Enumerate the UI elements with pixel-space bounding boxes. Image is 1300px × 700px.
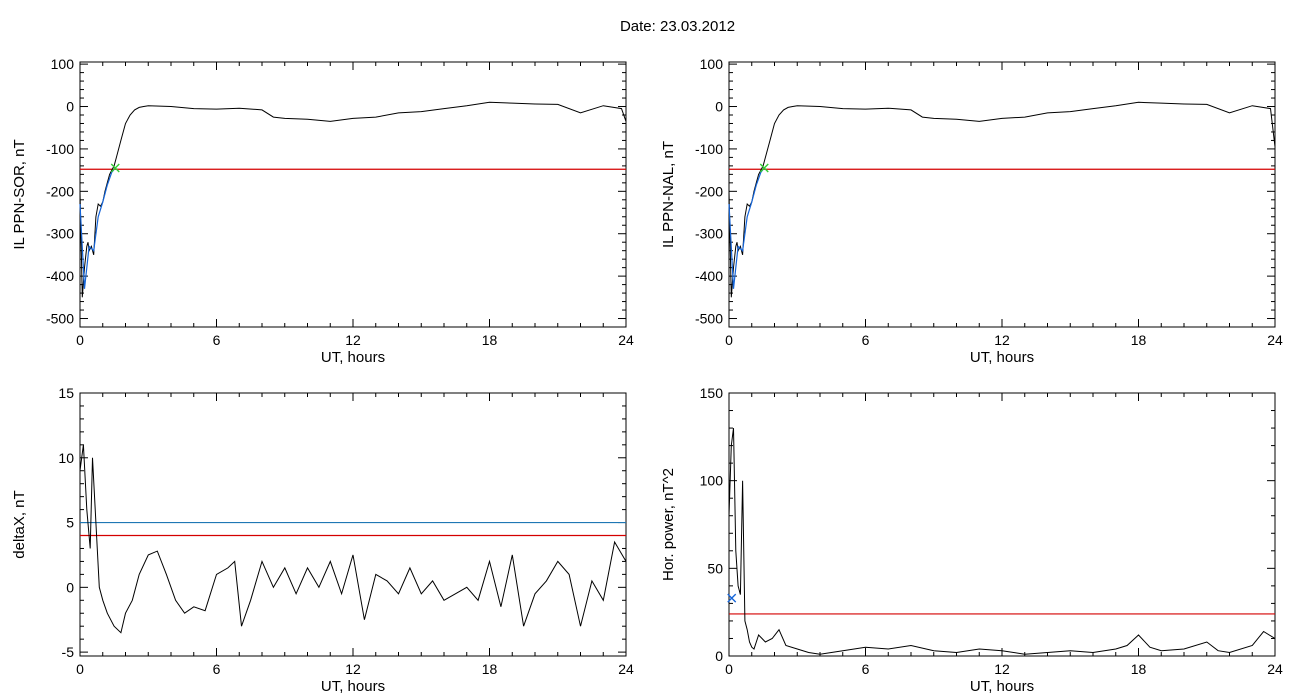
x-tick-label: 18 bbox=[482, 661, 498, 677]
y-tick-label: 0 bbox=[715, 99, 723, 115]
x-tick-label: 12 bbox=[345, 332, 361, 348]
y-tick-label: 0 bbox=[66, 579, 74, 595]
y-tick-label: -100 bbox=[695, 141, 723, 157]
x-tick-label: 0 bbox=[725, 661, 733, 677]
x-tick-label: 18 bbox=[1131, 332, 1147, 348]
y-tick-label: -100 bbox=[46, 141, 74, 157]
y-axis-label: Hor. power, nT^2 bbox=[660, 468, 677, 581]
series-line bbox=[79, 101, 627, 298]
x-tick-label: 12 bbox=[345, 661, 361, 677]
panel-hor-power: 0 6 12 18 24 150 100 50 0 UT, hours Hor. power, nT… bbox=[660, 385, 1283, 695]
x-axis-label: UT, hours bbox=[321, 349, 385, 366]
y-tick-label: 0 bbox=[66, 99, 74, 115]
x-tick-label: 0 bbox=[76, 332, 84, 348]
x-tick-label: 18 bbox=[482, 332, 498, 348]
x-tick-label: 18 bbox=[1131, 661, 1147, 677]
y-tick-label: -300 bbox=[46, 226, 74, 242]
y-tick-label: -200 bbox=[46, 183, 74, 199]
x-tick-label: 12 bbox=[994, 661, 1010, 677]
y-tick-label: -500 bbox=[695, 311, 723, 327]
y-tick-label: -300 bbox=[695, 226, 723, 242]
crossing-marker bbox=[727, 593, 737, 603]
y-tick-label: -400 bbox=[695, 268, 723, 284]
highlight-segment bbox=[728, 167, 765, 289]
crossing-marker bbox=[110, 163, 120, 173]
series-line bbox=[728, 428, 1276, 655]
y-tick-label: 100 bbox=[51, 56, 75, 72]
y-axis-label: deltaX, nT bbox=[11, 490, 28, 558]
x-tick-label: 6 bbox=[213, 332, 221, 348]
marker-stroke bbox=[110, 163, 120, 173]
x-tick-label: 0 bbox=[76, 661, 84, 677]
plot-frame bbox=[728, 61, 1276, 328]
highlight-segment bbox=[79, 167, 116, 289]
x-tick-label: 24 bbox=[1267, 661, 1283, 677]
y-tick-label: -5 bbox=[62, 644, 75, 660]
x-tick-label: 24 bbox=[1267, 332, 1283, 348]
x-axis-label: UT, hours bbox=[970, 349, 1034, 366]
x-tick-label: 6 bbox=[862, 332, 870, 348]
y-tick-label: 100 bbox=[700, 56, 724, 72]
y-tick-label: 5 bbox=[66, 515, 74, 531]
x-tick-label: 24 bbox=[618, 661, 634, 677]
series-line bbox=[728, 101, 1276, 298]
plot-frame bbox=[79, 392, 627, 657]
plot-frame bbox=[728, 392, 1276, 657]
x-tick-label: 6 bbox=[213, 661, 221, 677]
y-tick-label: -200 bbox=[695, 183, 723, 199]
x-tick-label: 6 bbox=[862, 661, 870, 677]
y-tick-label: 50 bbox=[707, 560, 723, 576]
y-tick-label: 15 bbox=[58, 385, 74, 401]
crossing-marker bbox=[759, 163, 769, 173]
x-axis-label: UT, hours bbox=[970, 678, 1034, 695]
panel-il-ppn-sor: 0 6 12 18 24 100 0 -100 -200 -300 -400 -500 UT, hour… bbox=[11, 56, 634, 366]
plot-frame bbox=[79, 61, 627, 328]
y-tick-label: 150 bbox=[700, 385, 724, 401]
x-axis-label: UT, hours bbox=[321, 678, 385, 695]
marker-stroke bbox=[759, 163, 769, 173]
y-tick-label: -500 bbox=[46, 311, 74, 327]
y-tick-label: 10 bbox=[58, 450, 74, 466]
panel-il-ppn-nal: 0 6 12 18 24 100 0 -100 -200 -300 -400 -500 UT, hour… bbox=[660, 56, 1283, 366]
x-tick-label: 24 bbox=[618, 332, 634, 348]
figure-date-title: Date: 23.03.2012 bbox=[619, 18, 736, 35]
x-tick-label: 0 bbox=[725, 332, 733, 348]
y-tick-label: -400 bbox=[46, 268, 74, 284]
y-axis-label: IL PPN-SOR, nT bbox=[11, 139, 28, 249]
y-tick-label: 0 bbox=[715, 648, 723, 664]
x-tick-label: 12 bbox=[994, 332, 1010, 348]
y-tick-label: 100 bbox=[700, 473, 724, 489]
y-axis-label: IL PPN-NAL, nT bbox=[660, 141, 677, 248]
marker-stroke bbox=[727, 593, 737, 603]
series-line bbox=[79, 444, 627, 634]
